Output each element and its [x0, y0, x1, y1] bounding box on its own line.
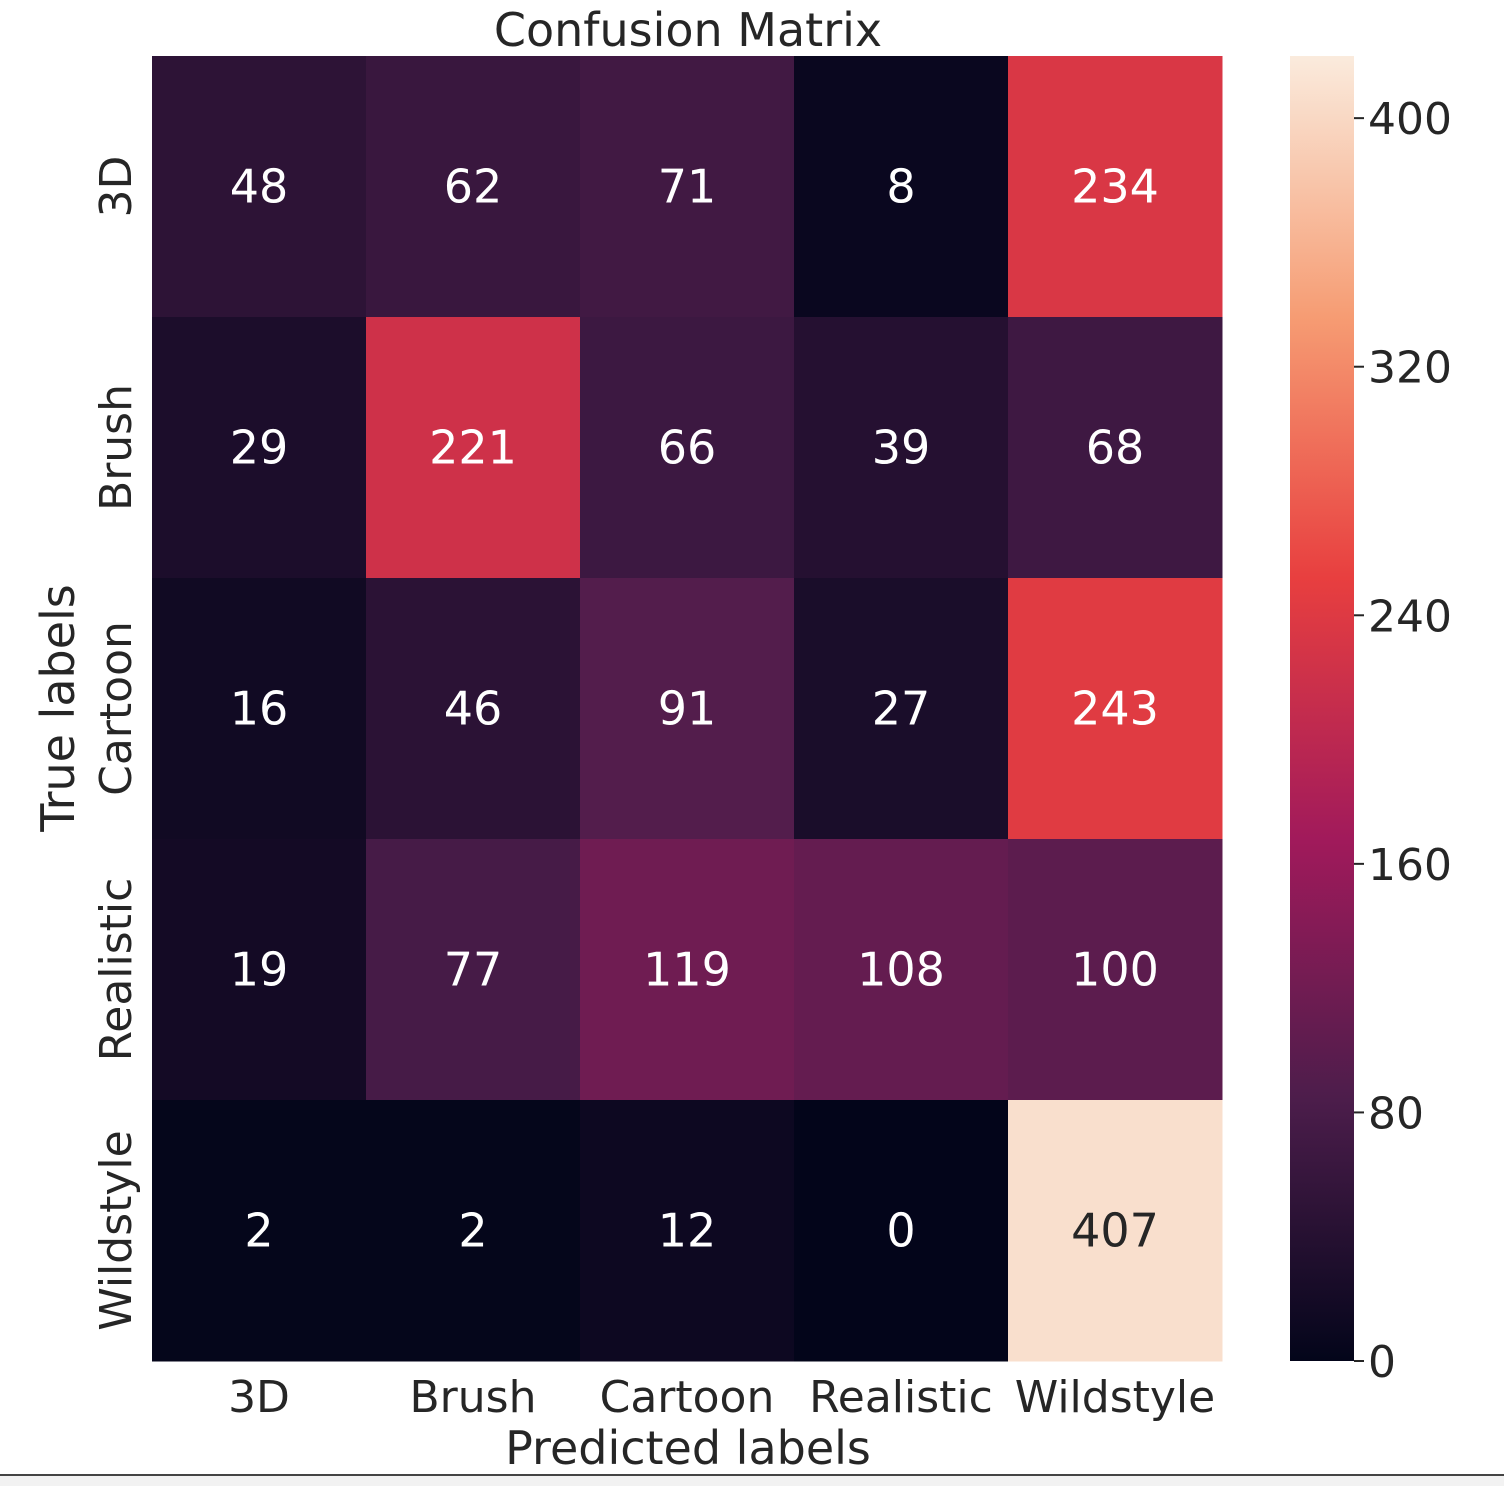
heatmap-cell [580, 317, 795, 579]
y-tick-labels: 3D Brush Cartoon Realistic Wildstyle [91, 156, 142, 1331]
y-tick-label: Brush [91, 384, 142, 511]
heatmap-cell [366, 839, 581, 1101]
y-tick-label: Cartoon [91, 621, 142, 796]
cell-value-label: 100 [1071, 943, 1159, 997]
cell-value-label: 29 [230, 421, 289, 475]
cell-value-label: 8 [886, 160, 915, 214]
heatmap-cell [794, 317, 1009, 579]
x-tick-label: Wildstyle [1015, 1372, 1215, 1423]
colorbar-ticks: 0 80 160 240 320 400 [1354, 94, 1452, 1388]
heatmap-cell [1008, 839, 1223, 1101]
x-tick-label: Cartoon [600, 1372, 775, 1423]
heatmap-cell [580, 839, 795, 1101]
cell-value-label: 119 [643, 943, 731, 997]
colorbar-gradient [1290, 56, 1354, 1361]
cell-value-label: 0 [886, 1204, 915, 1258]
colorbar-tick-label: 240 [1368, 591, 1452, 642]
heatmap-cell [794, 578, 1009, 840]
heatmap-cell [152, 56, 367, 318]
y-tick-label: Wildstyle [91, 1130, 142, 1330]
cell-value-label: 16 [230, 682, 289, 736]
colorbar-tick-label: 80 [1368, 1088, 1424, 1139]
heatmap-cells [152, 56, 1223, 1362]
heatmap-cell [794, 839, 1009, 1101]
cell-value-label: 77 [444, 943, 503, 997]
heatmap-cell [366, 56, 581, 318]
x-tick-label: Realistic [809, 1372, 993, 1423]
heatmap-cell [152, 578, 367, 840]
cell-value-label: 234 [1071, 160, 1159, 214]
cell-value-label: 71 [658, 160, 717, 214]
heatmap-cell [794, 56, 1009, 318]
colorbar-tick-label: 400 [1368, 94, 1452, 145]
heatmap-cell [366, 578, 581, 840]
heatmap-cell [152, 317, 367, 579]
heatmap-cell [1008, 317, 1223, 579]
heatmap-cell [1008, 56, 1223, 318]
cell-value-label: 39 [872, 421, 931, 475]
y-tick-label: Realistic [91, 878, 142, 1062]
cell-annotations: 48 62 71 8 234 29 221 66 39 68 16 46 91 27 243 19 77 119 1… [230, 160, 1159, 1258]
chart-title: Confusion Matrix [494, 3, 882, 57]
y-axis-label: True labels [31, 584, 85, 833]
cell-value-label: 68 [1086, 421, 1145, 475]
heatmap-cell [152, 1100, 367, 1362]
x-axis-label: Predicted labels [505, 1421, 871, 1474]
cell-value-label: 66 [658, 421, 717, 475]
cell-value-label: 27 [872, 682, 931, 736]
cell-value-label: 2 [244, 1204, 273, 1258]
heatmap-cell [366, 1100, 581, 1362]
cell-value-label: 108 [857, 943, 945, 997]
cell-value-label: 243 [1071, 682, 1159, 736]
heatmap-cell [366, 317, 581, 579]
x-tick-label: 3D [228, 1372, 290, 1423]
cell-value-label: 221 [429, 421, 517, 475]
cell-value-label: 407 [1071, 1204, 1159, 1258]
cell-value-label: 19 [230, 943, 289, 997]
heatmap-cell [580, 56, 795, 318]
heatmap-cell [580, 578, 795, 840]
y-tick-label: 3D [91, 156, 142, 218]
colorbar-tick-label: 160 [1368, 840, 1452, 891]
window-bottom-edge [0, 1474, 1504, 1486]
x-tick-label: Brush [410, 1372, 537, 1423]
cell-value-label: 62 [444, 160, 503, 214]
heatmap-cell [1008, 1100, 1223, 1362]
colorbar-tick-label: 320 [1368, 343, 1452, 394]
heatmap-cell [1008, 578, 1223, 840]
colorbar-tick-label: 0 [1368, 1337, 1396, 1388]
cell-value-label: 91 [658, 682, 717, 736]
colorbar: 0 80 160 240 320 400 [1290, 56, 1452, 1388]
x-tick-labels: 3D Brush Cartoon Realistic Wildstyle [228, 1372, 1215, 1423]
cell-value-label: 48 [230, 160, 289, 214]
cell-value-label: 2 [458, 1204, 487, 1258]
cell-value-label: 12 [658, 1204, 717, 1258]
heatmap-cell [794, 1100, 1009, 1362]
heatmap-cell [580, 1100, 795, 1362]
heatmap-cell [152, 839, 367, 1101]
cell-value-label: 46 [444, 682, 503, 736]
